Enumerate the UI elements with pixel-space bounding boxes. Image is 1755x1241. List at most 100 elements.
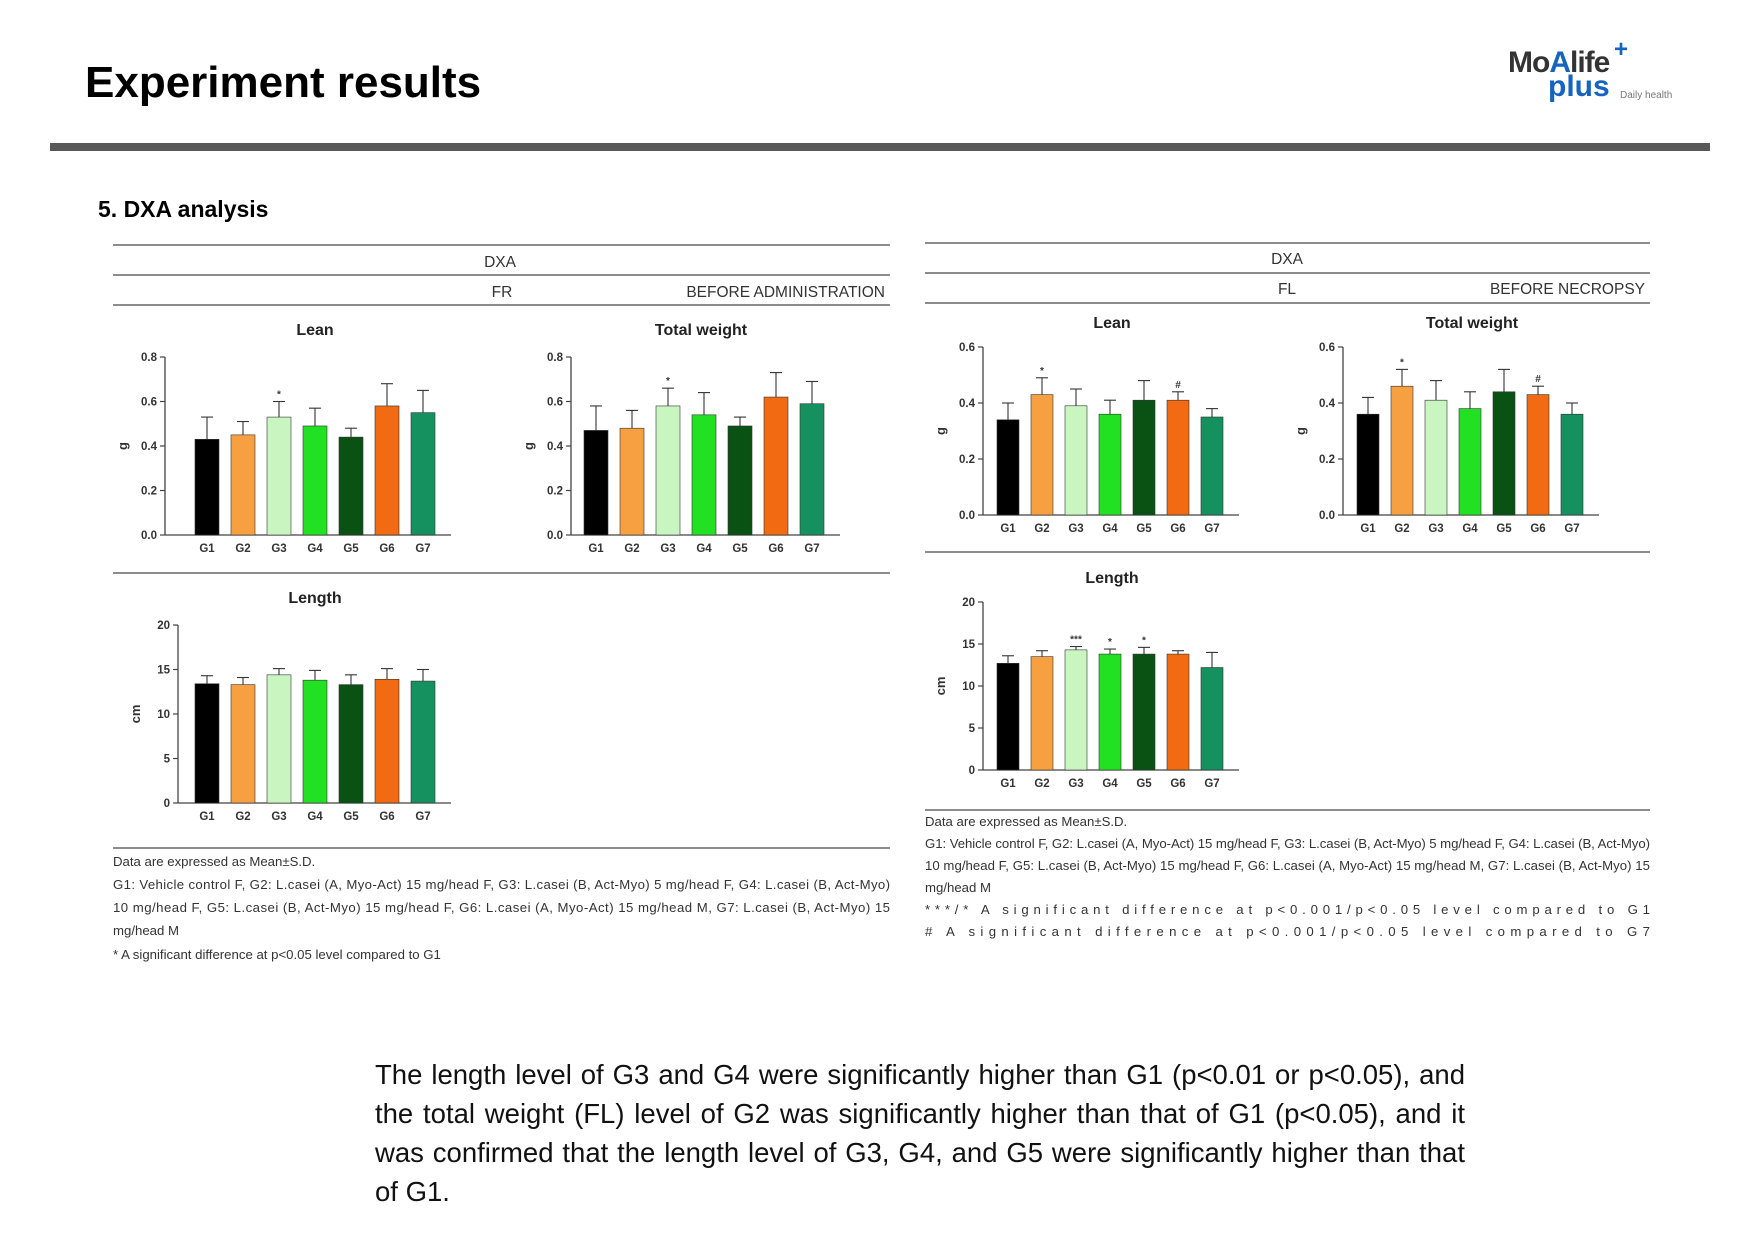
panel-subheading: FR <box>492 284 513 301</box>
panel-footnote: 10 mg/head F, G5: L.casei (B, Act-Myo) 1… <box>925 858 1650 873</box>
panel-heading: DXA <box>1271 251 1304 268</box>
bar-G3 <box>1064 649 1088 771</box>
x-tick-label: G4 <box>696 543 712 555</box>
chart-2-total-weight: Total weight 0.0 0.2 0.4 0.6 0.8 g G1 G2 G3 * G4 G5 G… <box>521 322 840 555</box>
y-tick-label: 0.0 <box>141 530 157 542</box>
chart-title: Length <box>1085 570 1138 587</box>
chart-3-length: Length 0 5 10 15 20 cm G1 G2 G3 G4 G5 G6 G7 <box>128 590 451 823</box>
x-tick-label: G7 <box>415 811 430 823</box>
y-tick-label: 0.4 <box>1319 398 1336 410</box>
y-tick-label: 0.4 <box>959 398 976 410</box>
y-tick-label: 15 <box>157 665 170 677</box>
x-tick-label: G2 <box>624 543 639 555</box>
y-axis-label: g <box>115 442 130 450</box>
y-tick-label: 0.6 <box>547 397 563 409</box>
y-tick-label: 5 <box>969 723 976 735</box>
x-tick-label: G6 <box>1530 523 1545 535</box>
x-tick-label: G6 <box>768 543 783 555</box>
y-tick-label: 5 <box>164 754 171 766</box>
x-tick-label: G3 <box>271 811 286 823</box>
y-tick-label: 20 <box>157 620 170 632</box>
chart-4-lean: Lean 0.0 0.2 0.4 0.6 g G1 G2 * G3 G4 G5 G6 # G7 <box>933 315 1239 535</box>
bar-G3 <box>266 416 292 536</box>
panel-frame-2: DXA FL BEFORE NECROPSY Data are expressed a… <box>925 242 1650 939</box>
significance-mark: * <box>277 390 281 401</box>
bar-G1 <box>583 430 609 536</box>
significance-mark: # <box>1175 380 1181 391</box>
bar-G4 <box>302 679 328 804</box>
y-tick-label: 0.4 <box>141 441 158 453</box>
x-tick-label: G6 <box>1170 523 1185 535</box>
panel-footnote: G1: Vehicle control F, G2: L.casei (A, M… <box>113 877 890 892</box>
x-tick-label: G4 <box>307 811 323 823</box>
y-tick-label: 0.6 <box>141 397 157 409</box>
bar-G1 <box>1356 413 1380 516</box>
x-tick-label: G5 <box>343 811 359 823</box>
x-tick-label: G1 <box>588 543 604 555</box>
significance-mark: * <box>1400 357 1404 368</box>
chart-title: Total weight <box>1426 315 1519 332</box>
x-tick-label: G6 <box>379 811 394 823</box>
y-axis-label: cm <box>128 705 143 724</box>
x-tick-label: G2 <box>1034 778 1049 790</box>
bar-G6 <box>374 405 400 536</box>
x-tick-label: G3 <box>1068 523 1083 535</box>
section-heading: 5. DXA analysis <box>98 196 269 222</box>
bar-G4 <box>302 425 328 536</box>
y-tick-label: 0 <box>969 765 975 777</box>
x-tick-label: G3 <box>1428 523 1443 535</box>
logo-plus-word: plus <box>1548 70 1610 103</box>
logo-plus-sign: + <box>1614 36 1629 63</box>
panel-footnote: 10 mg/head F, G5: L.casei (B, Act-Myo) 1… <box>113 900 890 915</box>
panel-footnote: mg/head M <box>925 880 991 895</box>
y-tick-label: 0.6 <box>959 342 975 354</box>
y-tick-label: 20 <box>962 597 975 609</box>
y-axis-label: cm <box>933 677 948 696</box>
y-tick-label: 0.0 <box>547 530 563 542</box>
y-tick-label: 0.2 <box>1319 454 1335 466</box>
panel-footnote: * A significant difference at p<0.05 lev… <box>113 947 441 962</box>
bar-G7 <box>1200 416 1224 516</box>
significance-mark: *** <box>1070 635 1082 646</box>
x-tick-label: G4 <box>307 543 323 555</box>
panel-timepoint: BEFORE NECROPSY <box>1490 281 1645 298</box>
bar-G5 <box>1132 399 1156 516</box>
panel-heading: DXA <box>484 254 517 271</box>
bar-G4 <box>1098 413 1122 516</box>
panel-footnote: ***/* A significant difference at p<0.00… <box>925 902 1650 917</box>
bar-G6 <box>763 396 789 536</box>
x-tick-label: G6 <box>1170 778 1185 790</box>
significance-mark: * <box>1108 637 1112 648</box>
bar-G1 <box>996 419 1020 516</box>
x-tick-label: G5 <box>1136 523 1152 535</box>
bar-G7 <box>1560 413 1584 516</box>
x-tick-label: G1 <box>1000 523 1016 535</box>
x-tick-label: G5 <box>732 543 748 555</box>
x-tick-label: G5 <box>343 543 359 555</box>
chart-title: Total weight <box>655 322 748 339</box>
x-tick-label: G1 <box>199 811 215 823</box>
bar-G7 <box>799 403 825 536</box>
x-tick-label: G3 <box>1068 778 1083 790</box>
bar-G1 <box>996 663 1020 771</box>
bar-G6 <box>1166 653 1190 771</box>
x-tick-label: G2 <box>235 811 250 823</box>
bar-G2 <box>1030 394 1054 516</box>
description-text: The length level of G3 and G4 were signi… <box>375 1059 1465 1207</box>
bar-G7 <box>410 680 436 804</box>
bar-G5 <box>727 425 753 536</box>
bar-G4 <box>1098 653 1122 771</box>
y-tick-label: 0.8 <box>547 352 564 364</box>
x-tick-label: G4 <box>1102 778 1118 790</box>
bar-G3 <box>266 674 292 804</box>
y-tick-label: 0 <box>164 798 170 810</box>
panel-footnote: Data are expressed as Mean±S.D. <box>113 854 315 869</box>
y-axis-label: g <box>933 427 948 435</box>
panel-footnote: # A significant difference at p<0.001/p<… <box>925 924 1650 939</box>
chart-1-lean: Lean 0.0 0.2 0.4 0.6 0.8 g G1 G2 G3 * G4 G5 G6 G7 <box>115 322 451 555</box>
panel-subheading: FL <box>1278 281 1296 298</box>
y-tick-label: 0.6 <box>1319 342 1335 354</box>
y-tick-label: 0.4 <box>547 441 564 453</box>
